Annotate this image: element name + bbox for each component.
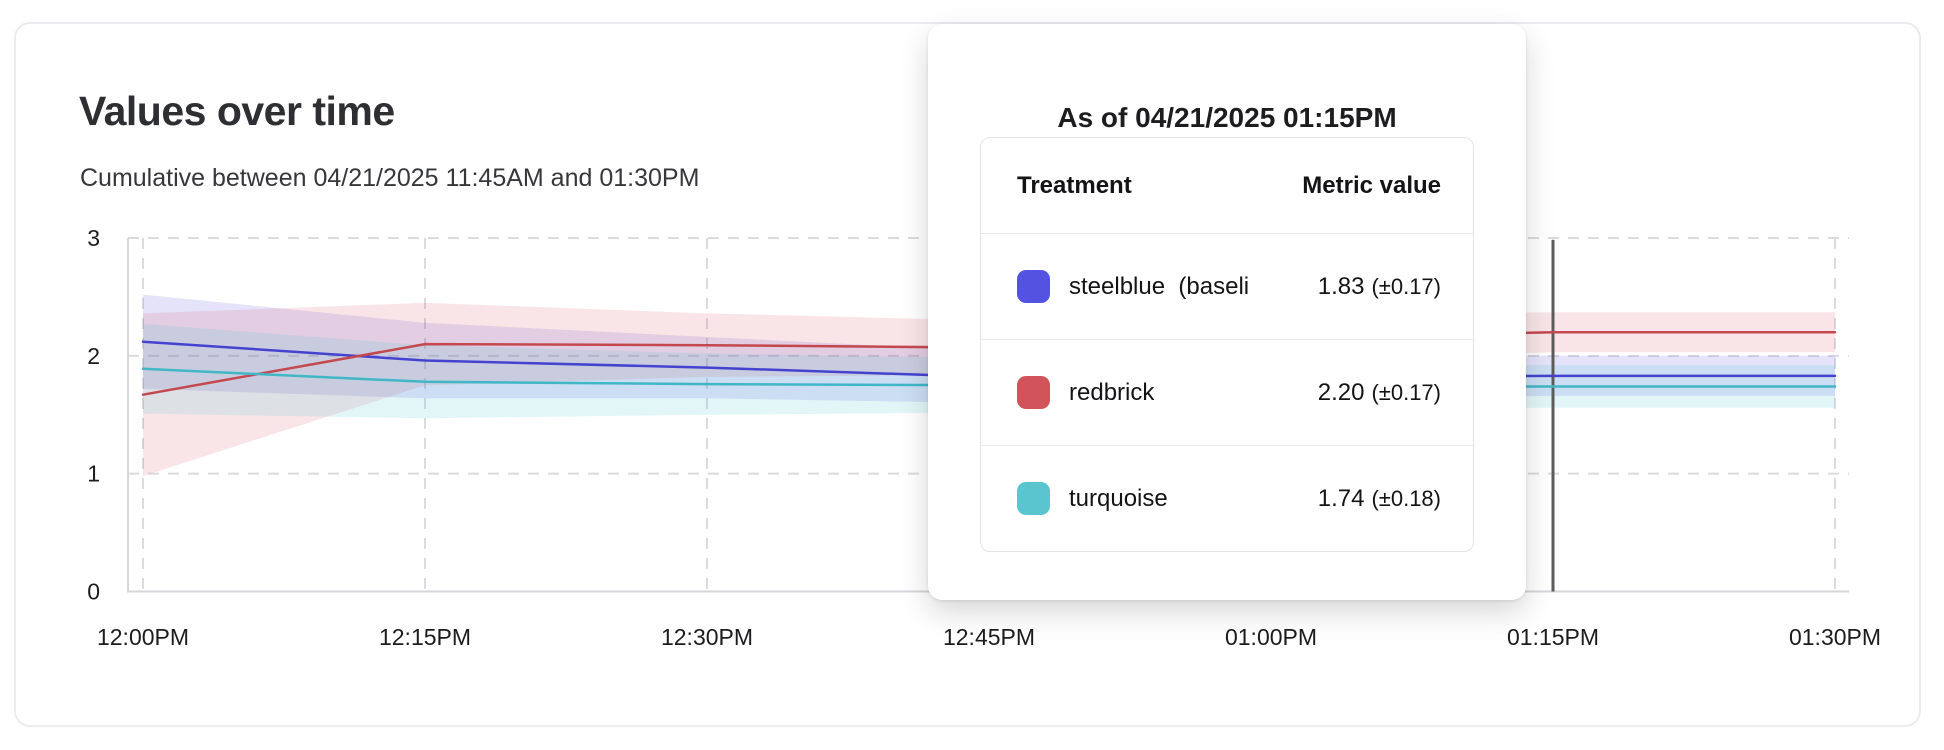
treatment-cell: redbrick bbox=[1017, 376, 1154, 409]
tooltip-row-steelblue: steelblue (baseli 1.83 (±0.17) bbox=[981, 233, 1473, 339]
tooltip-col-metric-value: Metric value bbox=[1302, 171, 1441, 199]
page-title: Values over time bbox=[79, 88, 395, 134]
series-swatch-icon bbox=[1017, 270, 1050, 303]
metric-ci: (±0.17) bbox=[1371, 379, 1441, 405]
metric-value: 1.83 bbox=[1317, 272, 1365, 300]
y-axis-label-3: 3 bbox=[87, 225, 100, 251]
hover-tooltip: As of 04/21/2025 01:15PM Treatment Metri… bbox=[928, 24, 1526, 600]
y-axis-label-2: 2 bbox=[87, 343, 100, 369]
series-swatch-icon bbox=[1017, 376, 1050, 409]
metric-value-cell: 1.74 (±0.18) bbox=[1318, 485, 1441, 513]
treatment-label: redbrick bbox=[1069, 378, 1155, 406]
y-axis-label-1: 1 bbox=[87, 461, 100, 487]
tooltip-row-turquoise: turquoise 1.74 (±0.18) bbox=[981, 445, 1473, 551]
treatment-cell: turquoise bbox=[1017, 482, 1168, 515]
x-axis-label-12:45PM: 12:45PM bbox=[943, 624, 1035, 650]
x-axis-label-12:30PM: 12:30PM bbox=[661, 624, 753, 650]
tooltip-row-redbrick: redbrick 2.20 (±0.17) bbox=[981, 339, 1473, 445]
metric-value: 2.20 bbox=[1317, 378, 1365, 406]
x-axis-label-12:00PM: 12:00PM bbox=[97, 624, 189, 650]
metric-ci: (±0.18) bbox=[1371, 485, 1441, 511]
tooltip-heading: As of 04/21/2025 01:15PM bbox=[1057, 102, 1397, 133]
x-axis-label-01:00PM: 01:00PM bbox=[1225, 624, 1317, 650]
series-swatch-icon bbox=[1017, 482, 1050, 515]
x-axis-label-12:15PM: 12:15PM bbox=[379, 624, 471, 650]
chart-subtitle: Cumulative between 04/21/2025 11:45AM an… bbox=[80, 164, 700, 192]
metric-value-cell: 2.20 (±0.17) bbox=[1318, 379, 1441, 407]
metric-value-cell: 1.83 (±0.17) bbox=[1318, 273, 1441, 301]
x-axis-label-01:30PM: 01:30PM bbox=[1789, 624, 1881, 650]
x-axis-label-01:15PM: 01:15PM bbox=[1507, 624, 1599, 650]
y-axis-label-0: 0 bbox=[87, 579, 100, 605]
tooltip-table-rows: steelblue (baseli 1.83 (±0.17) redbrick 2.20… bbox=[981, 233, 1473, 551]
treatment-label: turquoise bbox=[1069, 484, 1168, 512]
treatment-cell: steelblue (baseli bbox=[1017, 270, 1249, 303]
tooltip-table-header: Treatment Metric value bbox=[981, 138, 1473, 233]
metric-ci: (±0.17) bbox=[1371, 273, 1441, 299]
tooltip-table: Treatment Metric value steelblue (baseli… bbox=[980, 137, 1474, 552]
tooltip-col-treatment: Treatment bbox=[1017, 171, 1132, 199]
metric-value: 1.74 bbox=[1317, 484, 1365, 512]
treatment-label: steelblue (baseli bbox=[1069, 272, 1250, 300]
